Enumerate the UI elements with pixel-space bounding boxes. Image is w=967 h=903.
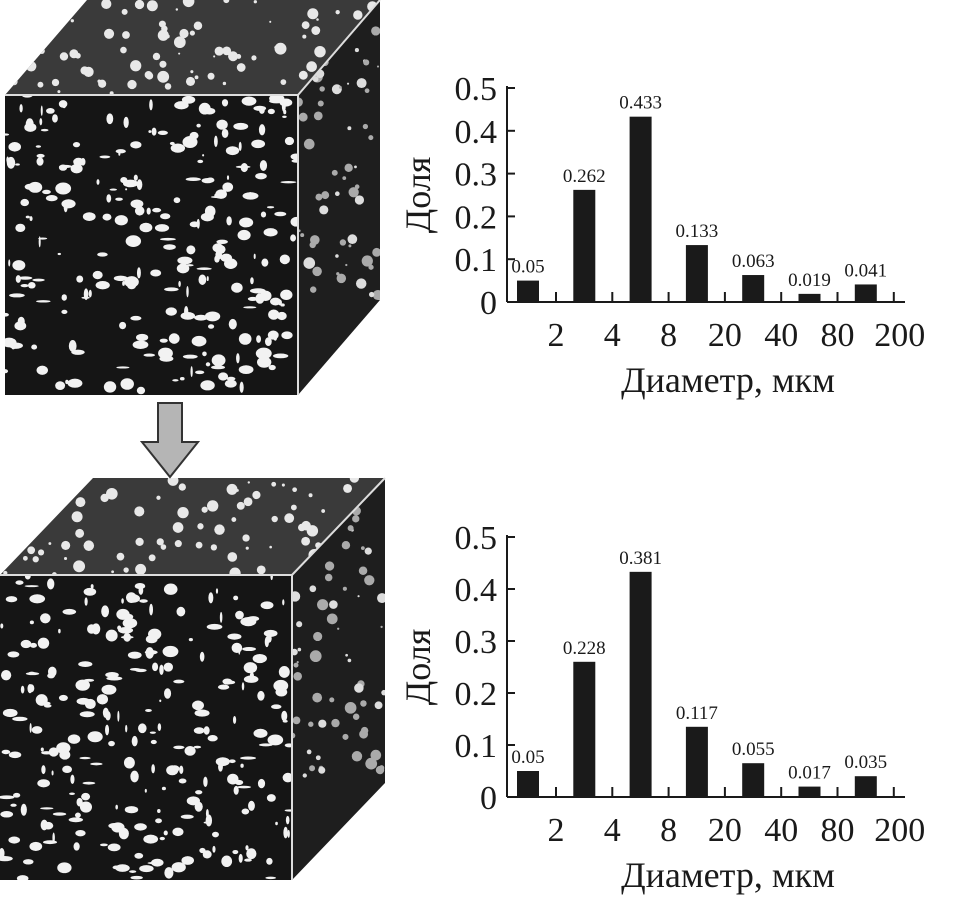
bar [798, 293, 821, 302]
bar [629, 116, 652, 303]
cube-top-face [0, 478, 385, 575]
data-label: 0.055 [732, 739, 775, 760]
x-tick-label: 8 [660, 812, 677, 849]
bar [629, 571, 652, 797]
data-label: 0.05 [511, 257, 544, 278]
data-label: 0.133 [676, 221, 719, 242]
data-label: 0.433 [619, 93, 662, 114]
data-label: 0.041 [844, 260, 887, 281]
x-tick-label: 200 [874, 317, 925, 354]
y-tick-label: 0.1 [455, 728, 498, 765]
pore-structure-cube-after [0, 477, 386, 880]
y-tick-label: 0.4 [455, 114, 498, 151]
bar [854, 284, 877, 302]
bar [742, 763, 765, 797]
bar [854, 776, 877, 797]
pore-structure-cube-before [5, 0, 381, 395]
cube-top-face [5, 0, 380, 95]
data-label: 0.035 [844, 752, 887, 773]
cube-side-face [298, 0, 380, 395]
data-label: 0.228 [563, 638, 606, 659]
y-tick-label: 0 [480, 780, 497, 817]
data-label: 0.017 [788, 763, 831, 784]
bar-chart-2: 0 0.1 0.2 0.3 0.4 0.5 2 4 8 20 40 80 200 0.05 0.228 0.3… [398, 520, 925, 895]
y-tick-label: 0.2 [455, 199, 498, 236]
y-axis-label: Доля [398, 157, 438, 234]
cube-side-face [292, 478, 385, 880]
bar [685, 245, 708, 302]
y-tick-label: 0 [480, 285, 497, 322]
y-tick-label: 0.2 [455, 676, 498, 713]
bar [742, 275, 765, 302]
data-label: 0.117 [676, 703, 718, 724]
x-axis-label: Диаметр, мкм [621, 360, 835, 400]
y-tick-label: 0.1 [455, 242, 498, 279]
bar [573, 189, 596, 302]
y-tick-label: 0.3 [455, 157, 498, 194]
y-tick-label: 0.5 [455, 71, 498, 108]
x-tick-label: 2 [548, 317, 565, 354]
data-label: 0.05 [511, 747, 544, 768]
data-label: 0.262 [563, 166, 606, 187]
x-tick-label: 40 [764, 317, 798, 354]
x-tick-label: 80 [821, 317, 855, 354]
data-label: 0.019 [788, 270, 831, 291]
bar [685, 726, 708, 797]
y-tick-label: 0.3 [455, 624, 498, 661]
data-label: 0.063 [732, 251, 775, 272]
x-tick-label: 80 [821, 812, 855, 849]
x-tick-label: 40 [764, 812, 798, 849]
bar [517, 280, 539, 302]
x-tick-label: 20 [708, 317, 742, 354]
cube-front-face [5, 95, 298, 395]
x-tick-label: 4 [604, 812, 621, 849]
bar [517, 771, 539, 797]
y-tick-label: 0.4 [455, 572, 498, 609]
bar [573, 661, 596, 797]
arrow-down-icon [139, 402, 201, 479]
x-tick-label: 200 [874, 812, 925, 849]
x-tick-label: 8 [660, 317, 677, 354]
bar [798, 786, 821, 797]
y-tick-label: 0.5 [455, 520, 498, 557]
data-label: 0.381 [619, 548, 662, 569]
x-tick-label: 4 [604, 317, 621, 354]
bar-chart-1: 0 0.1 0.2 0.3 0.4 0.5 2 4 8 20 40 80 200 0.05 0.262 0.4… [398, 71, 925, 400]
x-tick-label: 2 [548, 812, 565, 849]
x-axis-label: Диаметр, мкм [621, 855, 835, 895]
y-axis-label: Доля [398, 629, 438, 706]
x-tick-label: 20 [708, 812, 742, 849]
